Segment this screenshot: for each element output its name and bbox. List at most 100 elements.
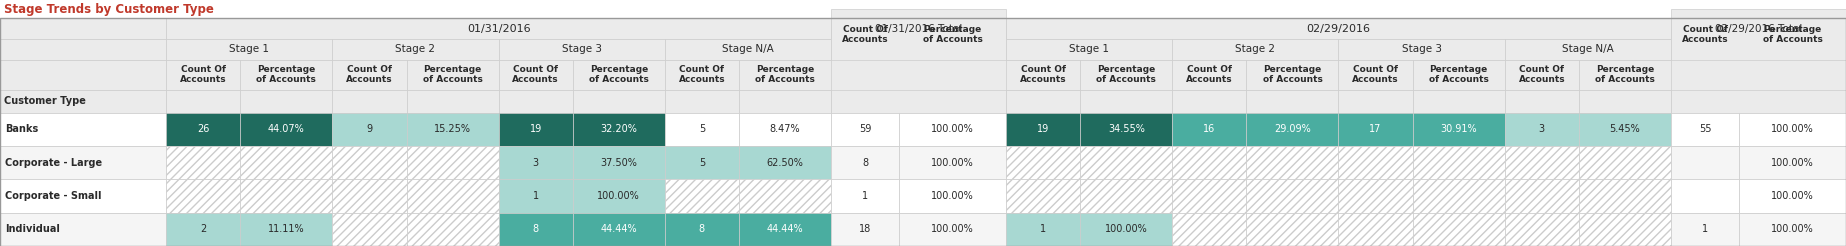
Bar [1412, 113, 1504, 146]
Text: Count Of
Accounts: Count Of Accounts [1682, 25, 1728, 44]
Bar [332, 179, 406, 213]
Text: 19: 19 [1037, 124, 1049, 134]
Text: 1: 1 [1702, 224, 1708, 234]
Bar [332, 113, 406, 146]
Bar [1504, 39, 1671, 60]
Text: 34.55%: 34.55% [1108, 124, 1145, 134]
Text: 44.44%: 44.44% [766, 224, 803, 234]
Bar [665, 213, 738, 246]
Text: 32.20%: 32.20% [600, 124, 637, 134]
Bar [1338, 60, 1412, 90]
Text: 5.45%: 5.45% [1610, 124, 1641, 134]
Bar [1412, 179, 1504, 213]
Bar [240, 213, 332, 246]
Bar [1504, 90, 1578, 113]
Bar [332, 146, 406, 179]
Bar [1338, 179, 1412, 213]
Bar [498, 90, 572, 113]
Text: Percentage
of Accounts: Percentage of Accounts [589, 65, 648, 84]
Text: Percentage
of Accounts: Percentage of Accounts [1263, 65, 1322, 84]
Text: 01/31/2016: 01/31/2016 [467, 24, 530, 34]
Bar [166, 60, 240, 90]
Bar [406, 90, 498, 113]
Text: 01/31/2016 Total: 01/31/2016 Total [875, 24, 962, 34]
Bar [0, 39, 166, 60]
Text: Stage 2: Stage 2 [1235, 45, 1276, 54]
Bar [0, 179, 166, 213]
Bar [1246, 179, 1338, 213]
Text: Corporate - Large: Corporate - Large [6, 158, 102, 168]
Bar [1412, 60, 1504, 90]
Bar [738, 213, 831, 246]
Bar [831, 213, 899, 246]
Bar [738, 113, 831, 146]
Text: Count Of
Accounts: Count Of Accounts [842, 25, 888, 44]
Bar [1739, 179, 1846, 213]
Bar [665, 39, 831, 60]
Text: Percentage
of Accounts: Percentage of Accounts [1763, 25, 1822, 44]
Bar [572, 213, 665, 246]
Bar [1246, 113, 1338, 146]
Bar [665, 146, 738, 179]
Bar [166, 213, 240, 246]
Bar [332, 60, 406, 90]
Text: 1: 1 [533, 191, 539, 201]
Bar [240, 146, 332, 179]
Bar [899, 113, 1006, 146]
Text: Individual: Individual [6, 224, 59, 234]
Bar [1006, 146, 1080, 179]
Bar [1739, 213, 1846, 246]
Text: Count Of
Accounts: Count Of Accounts [179, 65, 227, 84]
Text: 1: 1 [862, 191, 868, 201]
Text: 8: 8 [533, 224, 539, 234]
Bar [1006, 18, 1671, 39]
Text: 3: 3 [533, 158, 539, 168]
Bar [1671, 146, 1739, 179]
Bar [899, 146, 1006, 179]
Bar [0, 113, 166, 146]
Bar [166, 39, 332, 60]
Bar [1504, 113, 1578, 146]
Bar [1080, 90, 1172, 113]
Bar [1172, 179, 1246, 213]
Text: Stage Trends by Customer Type: Stage Trends by Customer Type [4, 3, 214, 16]
Text: 17: 17 [1370, 124, 1383, 134]
Bar [1504, 179, 1578, 213]
Bar [1172, 113, 1246, 146]
Bar [1006, 90, 1080, 113]
Bar [406, 146, 498, 179]
Bar [1080, 179, 1172, 213]
Bar [1578, 113, 1671, 146]
Bar [665, 113, 738, 146]
Bar [572, 113, 665, 146]
Text: 62.50%: 62.50% [766, 158, 803, 168]
Bar [1504, 146, 1578, 179]
Bar [738, 179, 831, 213]
Bar [831, 90, 1006, 113]
Bar [1006, 213, 1080, 246]
Bar [899, 179, 1006, 213]
Text: 2: 2 [199, 224, 207, 234]
Bar [1172, 39, 1338, 60]
Bar [498, 213, 572, 246]
Text: 8: 8 [862, 158, 868, 168]
Bar [498, 39, 665, 60]
Bar [332, 90, 406, 113]
Bar [1006, 113, 1080, 146]
Bar [1246, 213, 1338, 246]
Text: Stage 1: Stage 1 [1069, 45, 1109, 54]
Bar [1578, 90, 1671, 113]
Text: 100.00%: 100.00% [598, 191, 641, 201]
Bar [1080, 113, 1172, 146]
Text: Count Of
Accounts: Count Of Accounts [1519, 65, 1565, 84]
Text: 1: 1 [1039, 224, 1047, 234]
Bar [1739, 146, 1846, 179]
Bar [1739, 113, 1846, 146]
Bar [1172, 60, 1246, 90]
Bar [0, 213, 166, 246]
Text: 100.00%: 100.00% [1770, 158, 1815, 168]
Text: Percentage
of Accounts: Percentage of Accounts [755, 65, 814, 84]
Bar [1671, 90, 1846, 113]
Bar [1671, 9, 1846, 60]
Text: Percentage
of Accounts: Percentage of Accounts [923, 25, 982, 44]
